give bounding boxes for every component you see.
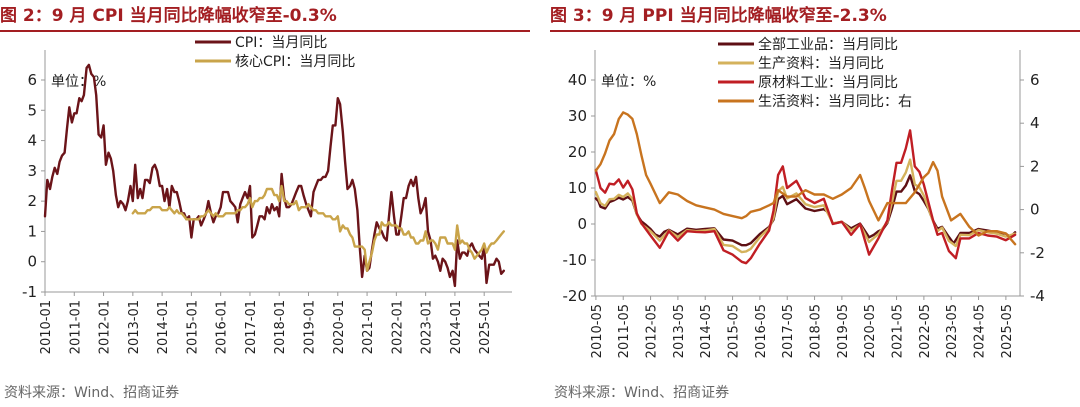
- chart-title: 图 3：9 月 PPI 当月同比降幅收窄至-2.3%: [550, 2, 1080, 32]
- x-tick-label: 2023-05: [945, 304, 960, 358]
- legend-label: 生产资料：当月同比: [758, 56, 884, 72]
- x-tick-label: 2010-05: [590, 304, 605, 358]
- y-axis-label: 单位：%: [601, 74, 656, 90]
- x-tick-label: 2019-05: [836, 304, 851, 358]
- y2-tick-label: -4: [1030, 287, 1045, 305]
- x-tick-label: 2018-01: [273, 300, 288, 354]
- cpi-panel: 图 2：9 月 CPI 当月同比降幅收窄至-0.3% 单位：% -1 0 1 2 3 4 5 6…: [0, 0, 530, 407]
- x-tick-label: 2021-01: [361, 300, 376, 354]
- x-tick-label: 2015-01: [185, 300, 200, 354]
- x-tick-label: 2011-01: [68, 300, 83, 354]
- source-note: 资料来源：Wind、招商证券: [4, 385, 180, 401]
- y-tick-label: 0: [27, 253, 37, 271]
- x-tick-label: 2021-05: [891, 304, 906, 358]
- x-tick-label: 2014-05: [699, 304, 714, 358]
- cpi-chart: 单位：% -1 0 1 2 3 4 5 6 2010-01 2011-01 2012-01 2013-0…: [22, 35, 512, 354]
- chart-title: 图 2：9 月 CPI 当月同比降幅收窄至-0.3%: [0, 2, 530, 32]
- x-tick-label: 2024-01: [449, 300, 464, 354]
- y-tick-label: 10: [568, 179, 587, 197]
- x-tick-label: 2016-05: [754, 304, 769, 358]
- series-line-1: [594, 174, 1017, 247]
- x-tick-label: 2012-01: [98, 300, 113, 354]
- y-tick-label: 20: [568, 143, 587, 161]
- y-tick-label: 1: [27, 222, 37, 240]
- x-tick-label: 2020-01: [332, 300, 347, 354]
- x-tick-label: 2013-01: [127, 300, 142, 354]
- x-tick-label: 2011-05: [617, 304, 632, 358]
- legend-label: CPI：当月同比: [235, 35, 327, 51]
- y-tick-label: -20: [563, 287, 588, 305]
- y-tick-label: 3: [27, 162, 37, 180]
- series-line-3: [594, 129, 1017, 265]
- y-tick-label: 4: [27, 132, 37, 150]
- y2-tick-label: 0: [1030, 201, 1040, 219]
- y-tick-label: 30: [568, 107, 587, 125]
- x-tick-label: 2023-01: [420, 300, 435, 354]
- y-axis-label: 单位：%: [51, 74, 106, 90]
- x-tick-label: 2010-01: [39, 300, 54, 354]
- legend-label: 核心CPI：当月同比: [235, 54, 355, 70]
- legend-label: 全部工业品：当月同比: [758, 36, 898, 53]
- ppi-panel: 图 3：9 月 PPI 当月同比降幅收窄至-2.3% 单位：% -20 -10 0 10…: [550, 0, 1080, 407]
- series-line-4: [594, 111, 1017, 246]
- series-line-1: [43, 63, 505, 288]
- x-tick-label: 2018-05: [809, 304, 824, 358]
- x-tick-label: 2017-05: [781, 304, 796, 358]
- x-tick-label: 2022-01: [390, 300, 405, 354]
- y-tick-label: 0: [577, 215, 587, 233]
- x-tick-label: 2025-05: [1000, 304, 1015, 358]
- y-tick-label: 40: [568, 71, 587, 89]
- x-tick-label: 2017-01: [244, 300, 259, 354]
- x-tick-label: 2020-05: [863, 304, 878, 358]
- x-tick-label: 2016-01: [215, 300, 230, 354]
- source-note: 资料来源：Wind、招商证券: [554, 385, 730, 401]
- series-line-2: [131, 184, 505, 273]
- y2-tick-label: -2: [1030, 244, 1045, 262]
- y-tick-label: 2: [27, 192, 37, 210]
- y-tick-label: 5: [27, 101, 37, 119]
- y-tick-label: 6: [27, 71, 37, 89]
- x-tick-label: 2019-01: [303, 300, 318, 354]
- y-tick-label: -10: [563, 251, 588, 269]
- x-tick-label: 2014-01: [156, 300, 171, 354]
- x-tick-label: 2025-01: [478, 300, 493, 354]
- legend-label: 生活资料：当月同比：右: [758, 94, 912, 110]
- y2-tick-label: 6: [1030, 71, 1040, 89]
- x-tick-label: 2024-05: [973, 304, 988, 358]
- y2-tick-label: 2: [1030, 157, 1040, 175]
- x-tick-label: 2013-05: [672, 304, 687, 358]
- x-tick-label: 2012-05: [645, 304, 660, 358]
- y-tick-label: -1: [22, 283, 37, 301]
- y2-tick-label: 4: [1030, 114, 1040, 132]
- x-tick-label: 2015-05: [727, 304, 742, 358]
- series-line-2: [594, 158, 1017, 254]
- x-tick-label: 2022-05: [918, 304, 933, 358]
- legend-label: 原材料工业：当月同比: [758, 75, 898, 91]
